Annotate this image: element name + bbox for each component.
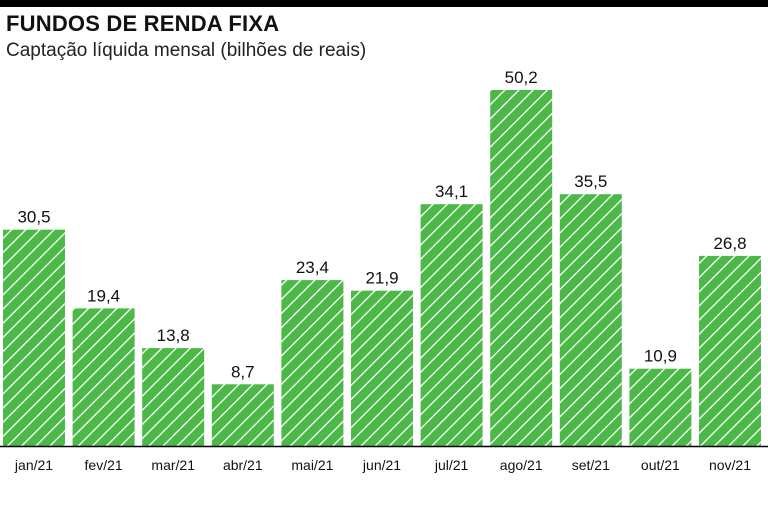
value-label-jan-21: 30,5 [17, 208, 50, 227]
bar-nov-21 [699, 255, 761, 446]
category-label-ago-21: ago/21 [500, 457, 543, 473]
value-label-abr-21: 8,7 [231, 362, 255, 381]
value-label-mai-21: 23,4 [296, 258, 329, 277]
value-label-out-21: 10,9 [644, 347, 677, 366]
value-label-set-21: 35,5 [574, 172, 607, 191]
bar-abr-21 [211, 384, 274, 446]
category-label-set-21: set/21 [572, 457, 610, 473]
chart-title: FUNDOS DE RENDA FIXA [6, 11, 280, 36]
top-rule [0, 0, 768, 7]
category-label-jan-21: jan/21 [14, 457, 53, 473]
value-label-mar-21: 13,8 [157, 326, 190, 345]
category-label-abr-21: abr/21 [223, 457, 263, 473]
value-label-jul-21: 34,1 [435, 182, 468, 201]
bar-mai-21 [281, 280, 344, 446]
value-label-ago-21: 50,2 [505, 68, 538, 87]
bar-jan-21 [3, 229, 65, 446]
bars-group [3, 90, 761, 446]
bar-fev-21 [72, 308, 135, 446]
value-label-fev-21: 19,4 [87, 286, 120, 305]
bar-set-21 [559, 194, 622, 446]
category-label-jul-21: jul/21 [434, 457, 469, 473]
category-label-fev-21: fev/21 [85, 457, 123, 473]
bar-out-21 [629, 368, 692, 446]
bar-ago-21 [490, 90, 553, 446]
bar-jun-21 [351, 290, 413, 446]
category-labels-group: jan/21 fev/21 mar/21 abr/21 mai/21 jun/21 jul/… [14, 457, 751, 473]
category-label-out-21: out/21 [641, 457, 680, 473]
category-label-mai-21: mai/21 [291, 457, 333, 473]
category-label-jun-21: jun/21 [362, 457, 401, 473]
value-labels-group: 30,5 19,4 13,8 8,7 23,4 21,9 34,1 50,2 35,5 10,9 2… [17, 68, 746, 381]
chart-subtitle: Captação líquida mensal (bilhões de reai… [6, 40, 367, 61]
bar-jul-21 [420, 204, 483, 446]
category-label-nov-21: nov/21 [709, 457, 751, 473]
value-label-jun-21: 21,9 [365, 269, 398, 288]
bar-mar-21 [142, 348, 205, 446]
value-label-nov-21: 26,8 [713, 234, 746, 253]
category-label-mar-21: mar/21 [151, 457, 195, 473]
